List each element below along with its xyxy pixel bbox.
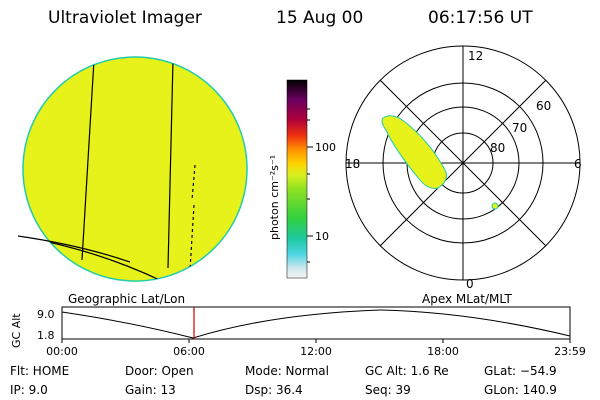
glon-status: GLon: 140.9 (484, 383, 557, 397)
date-label: 15 Aug 00 (276, 8, 364, 28)
colorbar-unit-label: photon cm⁻²s⁻¹ (268, 155, 281, 240)
auroral-spot (491, 202, 499, 210)
longitude-line (81, 59, 95, 261)
ip-status: IP: 9.0 (10, 383, 48, 397)
x-tick-label: 00:00 (46, 345, 78, 358)
door-status: Door: Open (125, 364, 194, 378)
y-axis-label: GC Alt (10, 313, 23, 348)
x-tick-label: 23:59 (554, 345, 586, 358)
mode-status: Mode: Normal (245, 364, 329, 378)
seq-status: Seq: 39 (365, 383, 411, 397)
x-tick-label: 06:00 (173, 345, 205, 358)
glat-status: GLat: −54.9 (484, 364, 557, 378)
polar-axis-diagonal (379, 79, 547, 247)
time-label: 06:17:56 UT (428, 8, 533, 28)
flt-status: Flt: HOME (10, 364, 70, 378)
colorbar-tick-label: 100 (315, 141, 336, 154)
y-min-label: 1.8 (37, 329, 55, 342)
x-tick-label: 12:00 (300, 345, 332, 358)
y-max-label: 9.0 (37, 308, 55, 321)
colorbar: 100 10 photon cm⁻²s⁻¹ (268, 79, 336, 279)
mlt-label-18: 18 (345, 157, 360, 171)
lat-label-80: 80 (490, 141, 505, 155)
latitude-line-outside (17, 235, 131, 263)
gc-alt-status: GC Alt: 1.6 Re (365, 364, 449, 378)
lat-label-60: 60 (536, 99, 551, 113)
altitude-timeline: Geographic Lat/Lon Apex MLat/MLT GC Alt … (10, 292, 586, 358)
timeline-frame (61, 306, 571, 340)
auroral-emission (381, 115, 447, 189)
longitude-line (167, 59, 174, 269)
earth-disk (22, 56, 248, 282)
lat-label-70: 70 (512, 121, 527, 135)
altitude-curve (61, 309, 571, 339)
left-panel-title: Geographic Lat/Lon (68, 292, 185, 306)
mlt-label-12: 12 (468, 49, 483, 63)
colorbar-gradient (286, 79, 308, 279)
coastline (189, 164, 196, 271)
instrument-title: Ultraviolet Imager (48, 8, 202, 28)
mlt-label-0: 0 (466, 277, 474, 291)
x-tick-label: 18:00 (427, 345, 459, 358)
polar-plot: 12 18 6 0 60 70 80 (345, 45, 582, 291)
dsp-status: Dsp: 36.4 (245, 383, 303, 397)
geographic-image (17, 56, 248, 282)
right-panel-title: Apex MLat/MLT (422, 292, 512, 306)
colorbar-tick-label: 10 (315, 230, 329, 243)
gain-status: Gain: 13 (125, 383, 176, 397)
mlt-label-6: 6 (574, 157, 582, 171)
